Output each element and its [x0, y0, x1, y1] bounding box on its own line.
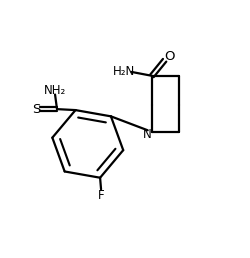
- Text: F: F: [97, 189, 104, 202]
- Text: S: S: [32, 103, 40, 116]
- Text: NH₂: NH₂: [44, 84, 66, 97]
- Text: H₂N: H₂N: [112, 66, 134, 78]
- Text: N: N: [143, 128, 152, 141]
- Text: O: O: [164, 50, 174, 63]
